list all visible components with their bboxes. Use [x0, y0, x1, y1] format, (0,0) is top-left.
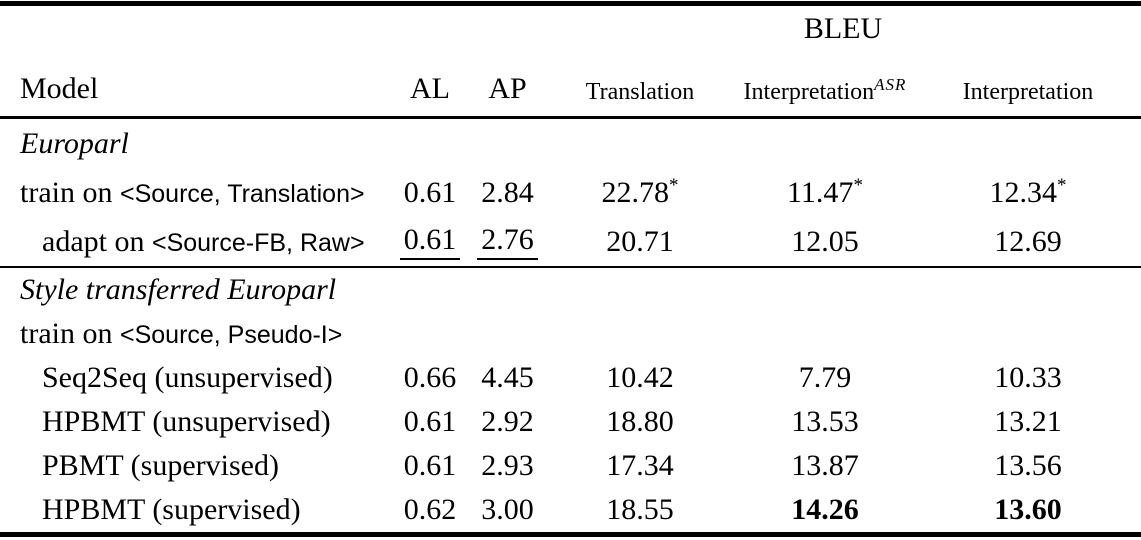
table-row-hpbmt-unsupervised: HPBMT (unsupervised) 0.61 2.92 18.80 13.…	[0, 400, 1141, 444]
cell-ap: 2.76	[470, 217, 545, 267]
col-header-interpretation-asr: InterpretationASR	[735, 52, 915, 118]
cell-ap: 2.84	[481, 175, 534, 209]
cell-bleu-translation: 18.55	[606, 493, 674, 526]
cell-bleu-translation: 20.71	[606, 224, 674, 258]
table-row-style-header: Style transferred Europarl	[0, 267, 1141, 312]
col-header-translation: Translation	[585, 79, 695, 105]
row-label: Seq2Seq (unsupervised)	[42, 361, 333, 394]
cell-al: 0.61	[403, 449, 457, 482]
table-row-train-europarl: train on <Source, Translation> 0.61 2.84…	[0, 168, 1141, 217]
row-label: HPBMT (supervised)	[42, 493, 301, 526]
row-label: adapt on <Source-FB, Raw>	[0, 217, 390, 267]
significance-star: *	[1057, 174, 1067, 196]
table-row-train-pseudo: train on <Source, Pseudo-I>	[0, 312, 1141, 356]
cell-ap: 2.93	[481, 449, 534, 482]
row-label: train on <Source, Pseudo-I>	[0, 312, 390, 356]
cell-al: 0.61	[403, 175, 457, 209]
table-row-adapt-europarl: adapt on <Source-FB, Raw> 0.61 2.76 20.7…	[0, 217, 1141, 267]
col-header-al: AL	[410, 72, 450, 105]
cell-bleu-interpretation-asr: 11.47*	[787, 174, 863, 209]
cell-bleu-interpretation-asr: 7.79	[798, 361, 852, 394]
cell-bleu-interpretation: 12.69	[994, 224, 1062, 258]
cell-bleu-translation: 17.34	[606, 449, 674, 482]
row-label: PBMT (supervised)	[42, 449, 279, 482]
row-label-sans: <Source, Translation>	[119, 179, 365, 208]
row-label-sans: <Source, Pseudo-I>	[119, 321, 343, 349]
bleu-group-row: BLEU	[0, 4, 1141, 53]
cell-bleu-interpretation-asr: 12.05	[791, 224, 859, 258]
table-row-europarl-header: Europarl	[0, 118, 1141, 169]
cell-bleu-translation: 10.42	[606, 361, 674, 394]
col-header-interpretation: Interpretation	[962, 79, 1094, 105]
row-label: HPBMT (unsupervised)	[42, 405, 331, 438]
cell-bleu-interpretation: 10.33	[994, 361, 1062, 394]
empty-header-cell	[0, 4, 545, 53]
section-europarl: Europarl train on <Source, Translation> …	[0, 118, 1141, 267]
cell-al: 0.61	[403, 405, 457, 438]
underlined-value: 0.61	[399, 224, 461, 260]
cell-al: 0.66	[403, 361, 457, 394]
row-label-serif: train on	[20, 175, 113, 209]
row-label: train on <Source, Translation>	[0, 168, 390, 217]
underlined-value: 2.76	[477, 224, 538, 260]
row-label-serif: train on	[20, 317, 113, 350]
cell-al: 0.61	[390, 217, 470, 267]
col-header-model: Model	[20, 72, 99, 105]
section-label: Style transferred Europarl	[20, 273, 337, 306]
cell-bleu-interpretation-asr: 14.26	[791, 493, 859, 526]
cell-bleu-interpretation: 12.34*	[989, 174, 1067, 209]
cell-bleu-interpretation-asr: 13.87	[791, 449, 859, 482]
row-label-serif: adapt on	[42, 224, 145, 258]
cell-ap: 2.92	[481, 405, 534, 438]
table-row-pbmt-supervised: PBMT (supervised) 0.61 2.93 17.34 13.87 …	[0, 444, 1141, 488]
significance-star: *	[669, 174, 679, 196]
cell-bleu-translation: 22.78*	[601, 174, 679, 209]
interpretation-asr-label: Interpretation	[743, 79, 875, 105]
cell-bleu-interpretation: 13.21	[994, 405, 1062, 438]
section-style-transferred: Style transferred Europarl train on <Sou…	[0, 267, 1141, 535]
bleu-group-header: BLEU	[803, 12, 883, 45]
cell-bleu-translation: 18.80	[606, 405, 674, 438]
row-label-sans: <Source-FB, Raw>	[151, 228, 365, 257]
section-label: Europarl	[20, 126, 129, 160]
table-row-hpbmt-supervised: HPBMT (supervised) 0.62 3.00 18.55 14.26…	[0, 488, 1141, 535]
cell-bleu-interpretation: 13.56	[994, 449, 1062, 482]
cell-al: 0.62	[403, 493, 457, 526]
cell-ap: 3.00	[481, 493, 534, 526]
table-row-seq2seq: Seq2Seq (unsupervised) 0.66 4.45 10.42 7…	[0, 356, 1141, 400]
cell-bleu-interpretation: 13.60	[994, 493, 1062, 526]
asr-superscript: ASR	[874, 75, 907, 94]
cell-ap: 4.45	[481, 361, 534, 394]
col-header-ap: AP	[488, 72, 527, 105]
column-header-row: Model AL AP Translation InterpretationAS…	[0, 52, 1141, 118]
table-header: BLEU Model AL AP Translation Interpretat…	[0, 4, 1141, 118]
cell-bleu-interpretation-asr: 13.53	[791, 405, 859, 438]
significance-star: *	[853, 174, 863, 196]
